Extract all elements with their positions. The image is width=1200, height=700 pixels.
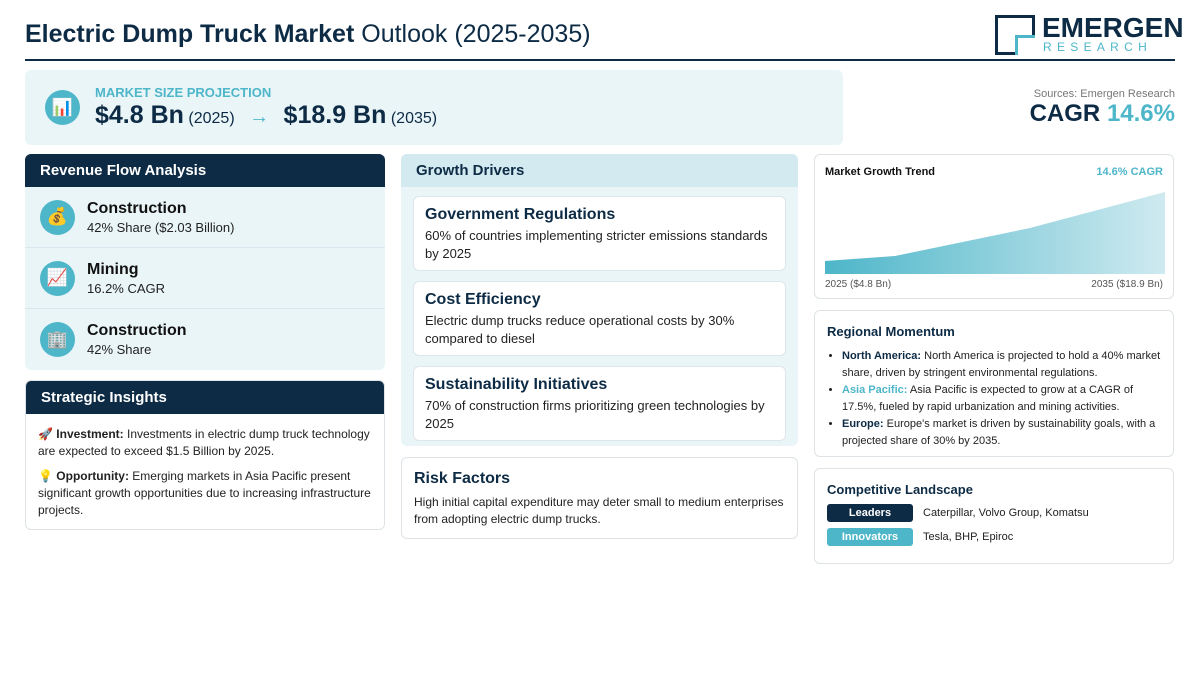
drivers-title: Growth Drivers <box>401 154 798 187</box>
arrow: → <box>249 106 270 128</box>
insight-icon: 💡 <box>38 469 53 483</box>
region-name: Europe: <box>842 418 884 430</box>
competitive-companies: Tesla, BHP, Epiroc <box>923 531 1014 543</box>
trend-cagr: 14.6% CAGR <box>1096 166 1163 178</box>
trend-start: 2025 ($4.8 Bn) <box>825 279 892 290</box>
revenue-item: 💰 Construction 42% Share ($2.03 Billion) <box>25 187 385 248</box>
insight-text: Investments in electric dump truck techn… <box>38 427 370 458</box>
start-value: $4.8 Bn <box>95 101 184 129</box>
competitive-title: Competitive Landscape <box>827 482 973 497</box>
competitive-panel: Competitive Landscape Leaders Caterpillar… <box>814 468 1174 564</box>
competitive-companies: Caterpillar, Volvo Group, Komatsu <box>923 507 1089 519</box>
revenue-detail: 42% Share <box>87 342 152 357</box>
cagr-label: CAGR <box>1029 100 1101 127</box>
region-text: Europe's market is driven by sustainabil… <box>842 418 1156 447</box>
driver-card: Cost Efficiency Electric dump trucks redu… <box>413 281 786 356</box>
revenue-name: Construction <box>87 322 187 339</box>
competitive-label: Leaders <box>827 504 913 522</box>
revenue-list: 💰 Construction 42% Share ($2.03 Billion) 📈 M… <box>25 187 385 370</box>
title-rest: Outlook (2025-2035) <box>361 20 591 48</box>
sources: Sources: Emergen Research <box>1033 88 1175 100</box>
projection-label: MARKET SIZE PROJECTION <box>95 85 272 100</box>
driver-text: 60% of countries implementing stricter e… <box>425 228 768 261</box>
insight-text: Emerging markets in Asia Pacific present… <box>38 469 371 517</box>
projection-icon: 📊 <box>45 90 80 125</box>
insights-list: 🚀 Investment: Investments in electric du… <box>26 414 384 519</box>
driver-text: 70% of construction firms prioritizing g… <box>425 398 765 431</box>
insight: 💡 Opportunity: Emerging markets in Asia … <box>38 468 372 519</box>
trend-panel: Market Growth Trend 14.6% CAGR 2025 ($4.… <box>814 154 1174 299</box>
risk-panel: Risk Factors High initial capital expend… <box>401 457 798 539</box>
insights-panel: Strategic Insights 🚀 Investment: Investm… <box>25 380 385 530</box>
regional-panel: Regional Momentum North America: North A… <box>814 310 1174 457</box>
revenue-item: 🏢 Construction 42% Share <box>25 309 385 370</box>
driver-title: Sustainability Initiatives <box>425 376 608 393</box>
region-name: North America: <box>842 350 922 362</box>
drivers-panel: Growth Drivers Government Regulations 60%… <box>401 154 798 446</box>
title-bold: Electric Dump Truck Market <box>25 20 355 48</box>
region-item: North America: North America is projecte… <box>842 348 1161 382</box>
logo-mark <box>995 15 1035 55</box>
revenue-title: Revenue Flow Analysis <box>25 154 385 187</box>
revenue-name: Mining <box>87 260 139 278</box>
drivers-list: Government Regulations 60% of countries i… <box>401 196 798 441</box>
driver-card: Government Regulations 60% of countries i… <box>413 196 786 271</box>
end-year: (2035) <box>390 110 438 127</box>
revenue-icon: 💰 <box>40 199 75 235</box>
revenue-text: Construction 42% Share <box>87 322 187 357</box>
revenue-text: Construction 42% Share ($2.03 Billion) <box>87 200 234 235</box>
revenue-detail: 16.2% CAGR <box>87 280 166 296</box>
regional-title: Regional Momentum <box>827 324 955 339</box>
trend-area <box>825 192 1165 274</box>
insights-title: Strategic Insights <box>26 381 384 414</box>
revenue-icon: 🏢 <box>40 322 75 357</box>
driver-text: Electric dump trucks reduce operational … <box>425 313 735 346</box>
insight-label: Investment: <box>56 427 124 441</box>
competitive-label: Innovators <box>827 528 913 546</box>
insight: 🚀 Investment: Investments in electric du… <box>38 426 372 460</box>
end-value: $18.9 Bn <box>283 101 387 129</box>
revenue-name: Construction <box>87 199 187 217</box>
logo-sub: RESEARCH <box>1043 40 1153 54</box>
projection-values: $4.8 Bn (2025) → $18.9 Bn (2035) <box>95 101 437 130</box>
insight-icon: 🚀 <box>38 427 53 441</box>
regional-list: North America: North America is projecte… <box>827 348 1161 450</box>
competitive-list: Leaders Caterpillar, Volvo Group, Komatsu… <box>827 504 1161 546</box>
trend-end: 2035 ($18.9 Bn) <box>1091 279 1163 290</box>
risk-title: Risk Factors <box>414 470 511 487</box>
revenue-icon: 📈 <box>40 260 75 296</box>
projection-box: 📊 MARKET SIZE PROJECTION $4.8 Bn (2025) … <box>25 70 843 145</box>
start-year: (2025) <box>188 110 235 127</box>
logo-main: EMERGEN <box>1042 12 1184 43</box>
header-rule <box>25 59 1175 61</box>
cagr: CAGR 14.6% <box>1030 100 1175 128</box>
insight-label: Opportunity: <box>56 469 129 483</box>
driver-title: Cost Efficiency <box>425 291 541 308</box>
page-title: Electric Dump Truck Market Outlook (2025… <box>25 20 591 49</box>
revenue-detail: 42% Share ($2.03 Billion) <box>87 219 235 235</box>
region-text: Asia Pacific is expected to grow at a CA… <box>842 384 1134 413</box>
competitive-row: Innovators Tesla, BHP, Epiroc <box>827 528 1161 546</box>
revenue-panel: Revenue Flow Analysis 💰 Construction 42% S… <box>25 154 385 370</box>
region-item: Asia Pacific: Asia Pacific is expected t… <box>842 382 1161 416</box>
revenue-text: Mining 16.2% CAGR <box>87 261 165 296</box>
driver-title: Government Regulations <box>425 206 616 223</box>
driver-card: Sustainability Initiatives 70% of constru… <box>413 366 786 441</box>
competitive-row: Leaders Caterpillar, Volvo Group, Komatsu <box>827 504 1161 522</box>
trend-title: Market Growth Trend <box>825 166 936 178</box>
trend-shape <box>825 192 1165 274</box>
region-text: North America is projected to hold a 40%… <box>842 350 1161 379</box>
region-name: Asia Pacific: <box>842 384 908 396</box>
region-item: Europe: Europe's market is driven by sus… <box>842 416 1161 450</box>
risk-text: High initial capital expenditure may det… <box>414 495 784 526</box>
revenue-item: 📈 Mining 16.2% CAGR <box>25 248 385 309</box>
cagr-value: 14.6% <box>1106 100 1175 127</box>
